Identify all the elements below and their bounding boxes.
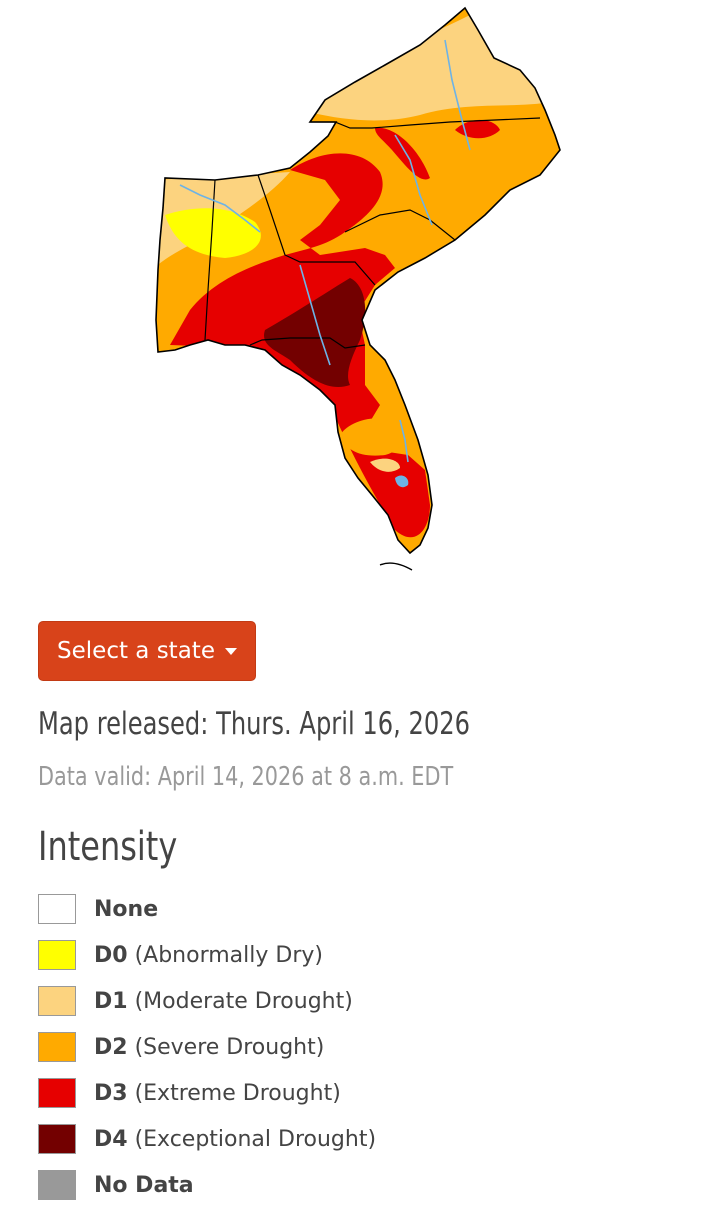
legend-code: D1 xyxy=(94,988,128,1014)
legend-item-d3: D3 (Extreme Drought) xyxy=(38,1070,376,1116)
legend-code: No Data xyxy=(94,1172,194,1198)
legend-code: D0 xyxy=(94,942,128,968)
legend-item-d0: D0 (Abnormally Dry) xyxy=(38,932,376,978)
legend-swatch xyxy=(38,1170,76,1200)
legend-swatch xyxy=(38,986,76,1016)
legend-desc: (Exceptional Drought) xyxy=(134,1126,377,1152)
legend-desc: (Severe Drought) xyxy=(134,1034,325,1060)
legend: None D0 (Abnormally Dry) D1 (Moderate Dr… xyxy=(38,886,376,1208)
drought-map[interactable] xyxy=(140,0,580,580)
legend-title: Intensity xyxy=(38,824,178,870)
legend-swatch xyxy=(38,894,76,924)
legend-item-d1: D1 (Moderate Drought) xyxy=(38,978,376,1024)
data-valid-date: Data valid: April 14, 2026 at 8 a.m. EDT xyxy=(38,762,454,792)
legend-code: None xyxy=(94,896,159,922)
legend-item-none: None xyxy=(38,886,376,932)
legend-swatch xyxy=(38,1078,76,1108)
legend-item-d4: D4 (Exceptional Drought) xyxy=(38,1116,376,1162)
select-state-button[interactable]: Select a state xyxy=(38,621,256,681)
legend-code: D3 xyxy=(94,1080,128,1106)
legend-swatch xyxy=(38,1032,76,1062)
legend-desc: (Moderate Drought) xyxy=(134,988,353,1014)
legend-item-d2: D2 (Severe Drought) xyxy=(38,1024,376,1070)
legend-swatch xyxy=(38,1124,76,1154)
map-released-date: Map released: Thurs. April 16, 2026 xyxy=(38,706,471,742)
legend-code: D4 xyxy=(94,1126,128,1152)
legend-desc: (Abnormally Dry) xyxy=(134,942,323,968)
legend-item-no-data: No Data xyxy=(38,1162,376,1208)
legend-swatch xyxy=(38,940,76,970)
select-state-label: Select a state xyxy=(57,638,215,664)
caret-down-icon xyxy=(224,647,237,655)
legend-desc: (Extreme Drought) xyxy=(134,1080,341,1106)
legend-code: D2 xyxy=(94,1034,128,1060)
